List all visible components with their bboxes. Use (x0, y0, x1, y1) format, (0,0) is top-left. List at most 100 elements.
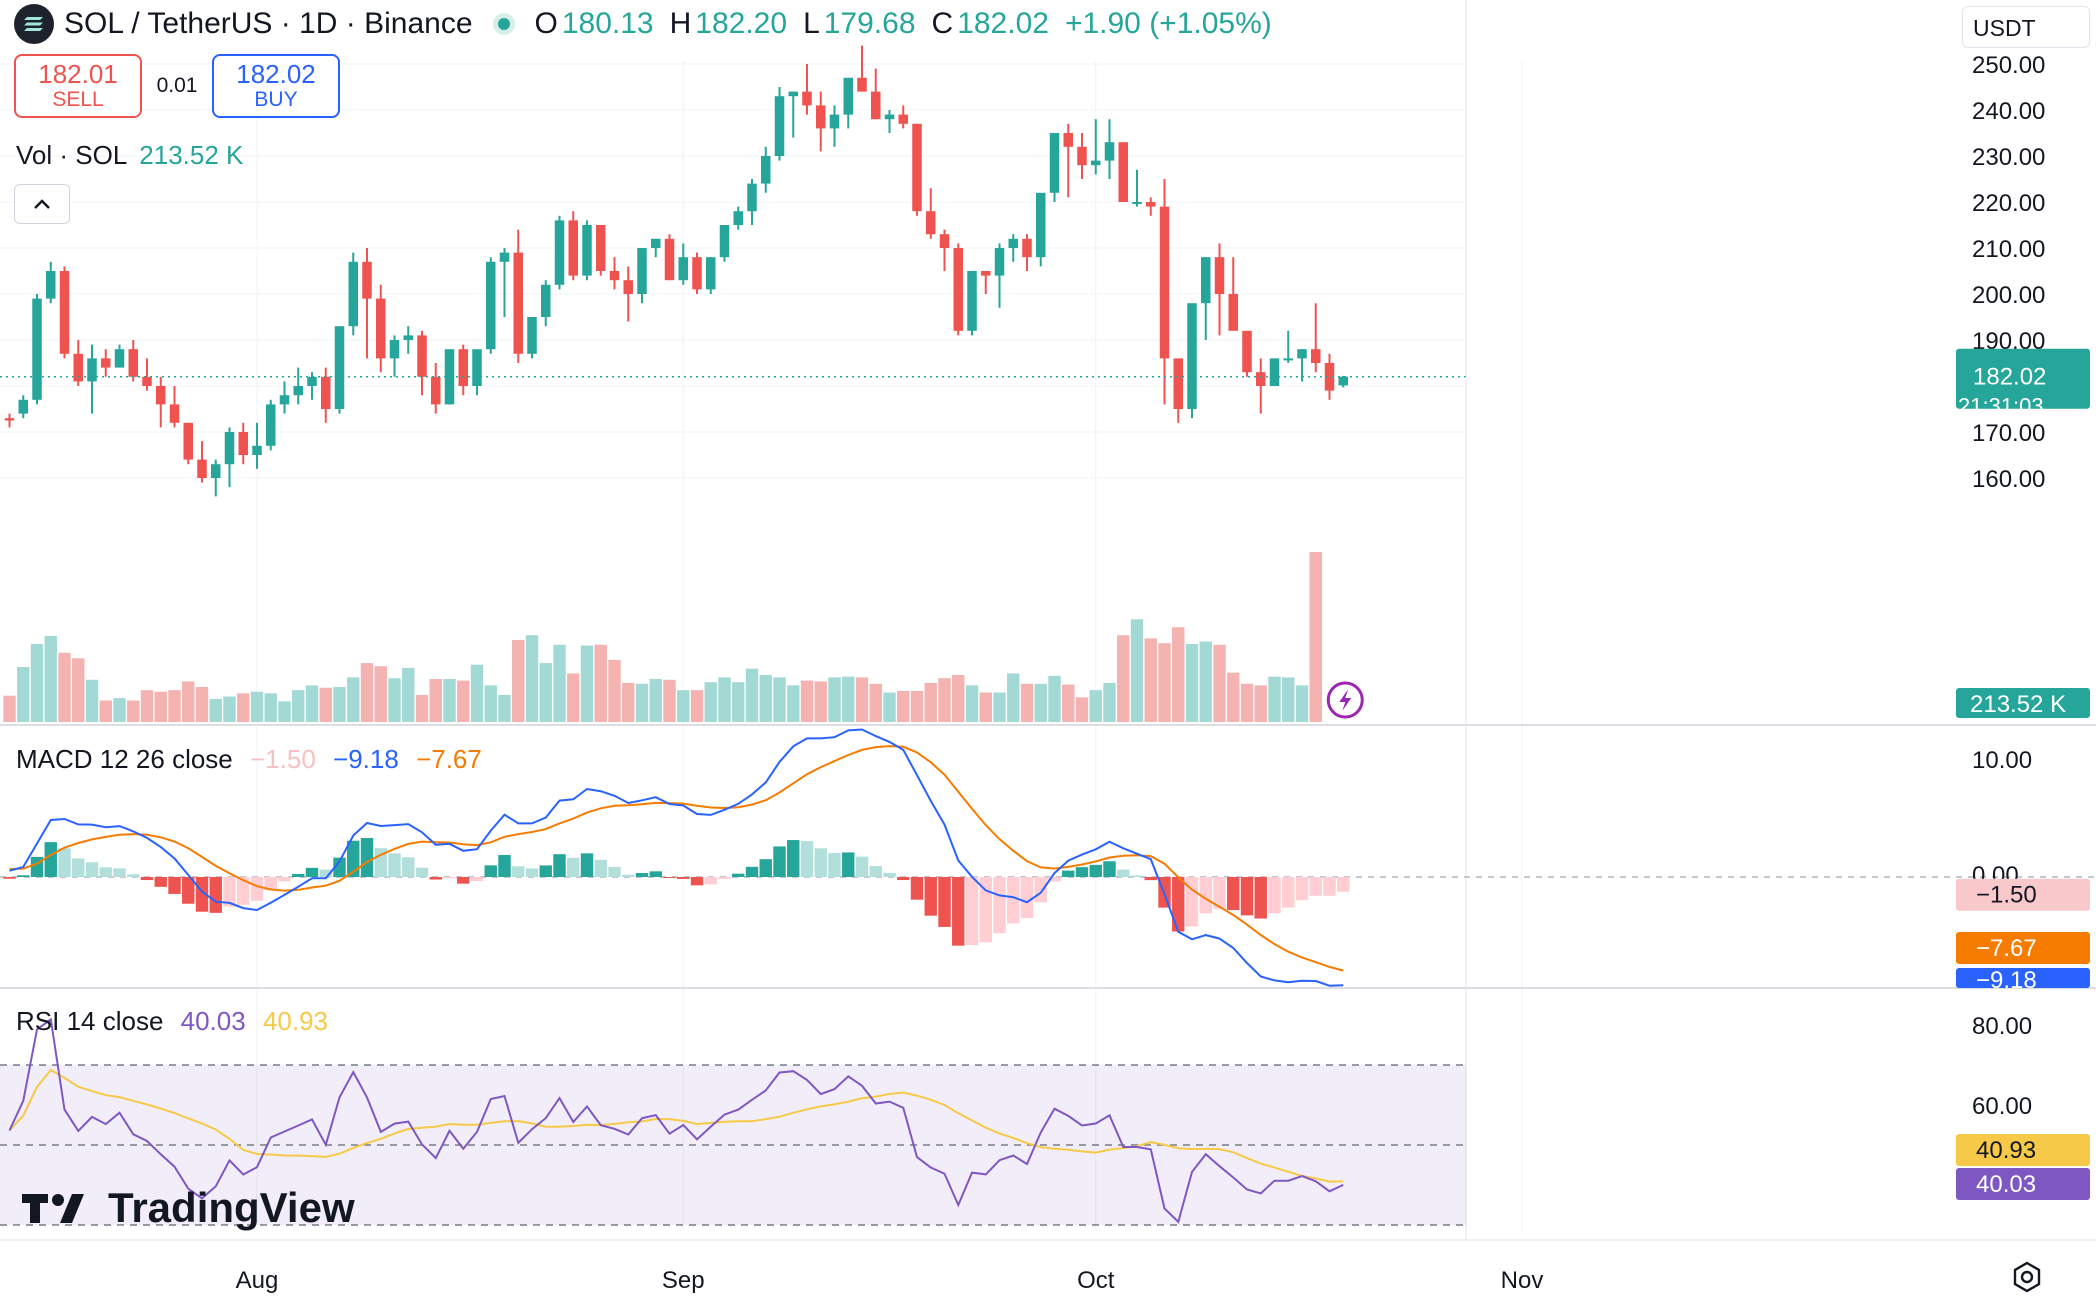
macd-hist-bar (883, 872, 896, 877)
volume-bar (1172, 627, 1185, 722)
macd-hist-bar (250, 877, 264, 901)
candle-body (114, 349, 125, 368)
candle-body (1008, 238, 1018, 248)
buy-button[interactable]: 182.02 BUY (212, 54, 340, 118)
macd-hist-bar (1144, 877, 1157, 881)
volume-bar (553, 644, 566, 722)
macd-signal-value: −7.67 (416, 744, 482, 774)
candle-body (733, 211, 743, 225)
sell-price: 182.01 (38, 59, 118, 89)
currency-selector[interactable]: USDT (1962, 6, 2090, 48)
candle-body (967, 271, 977, 331)
sell-button[interactable]: 182.01 SELL (14, 54, 142, 118)
chart-settings-icon[interactable] (2010, 1260, 2044, 1294)
buy-label: BUY (254, 88, 298, 111)
macd-hist-bar (237, 877, 250, 905)
lightning-bolt-icon (1339, 689, 1352, 711)
volume-bar (924, 682, 937, 722)
volume-bar (759, 675, 772, 722)
macd-hist-bar (842, 852, 855, 877)
volume-bar (842, 676, 855, 722)
candle-body (1104, 142, 1115, 161)
candle-body (912, 123, 922, 212)
volume-bar (1309, 552, 1322, 722)
volume-bar (993, 692, 1006, 722)
tradingview-logo[interactable]: TradingView (20, 1184, 355, 1232)
macd-hist-bar (1240, 877, 1254, 916)
candle-body (156, 386, 166, 405)
candle-body (884, 114, 895, 120)
candle-body (596, 225, 606, 271)
low-label: L (803, 7, 820, 40)
volume-bar (512, 639, 525, 722)
volume-bar (608, 659, 621, 722)
macd-hist-bar (745, 866, 759, 877)
candle-body (1324, 363, 1335, 391)
macd-signal-badge (1956, 932, 2090, 964)
volume-bar (663, 679, 676, 722)
macd-hist-bar (608, 866, 621, 877)
macd-hist-bar (1075, 867, 1089, 877)
volume-bar (360, 663, 374, 722)
volume-bar (1199, 641, 1212, 722)
candle-body (1049, 133, 1060, 193)
macd-hist-bar (347, 840, 360, 877)
macd-hist-bar (718, 877, 731, 879)
volume-legend-label: Vol · SOL (16, 140, 128, 170)
candle-body (1187, 303, 1197, 409)
rsi-ma-badge (1956, 1134, 2090, 1166)
candle-body (1283, 358, 1293, 361)
volume-bar (470, 664, 484, 722)
macd-hist-bar (223, 877, 236, 907)
symbol-title[interactable]: SOL / TetherUS · 1D · Binance (64, 7, 473, 40)
volume-bar (732, 682, 745, 722)
volume-bar (182, 681, 195, 722)
time-axis-label: Oct (1077, 1267, 1115, 1294)
macd-hist-bar (635, 873, 649, 877)
macd-hist-bar (484, 865, 497, 877)
rsi-tick-label: 80.00 (1972, 1013, 2032, 1040)
macd-hist-bar (759, 859, 772, 877)
volume-bar (1062, 684, 1075, 722)
macd-hist-bar (333, 857, 346, 877)
candle-body (211, 464, 221, 478)
macd-signal-line (9, 745, 1344, 972)
macd-hist-bar (1048, 877, 1061, 882)
macd-hist-bar (1034, 877, 1047, 903)
low-value: 179.68 (823, 7, 916, 40)
candle-body (582, 225, 592, 276)
macd-hist-bar (154, 877, 167, 887)
volume-bar (1144, 638, 1157, 722)
candle-body (1063, 133, 1073, 147)
volume-bar (415, 694, 429, 722)
macd-legend-label: MACD 12 26 close (16, 744, 233, 774)
candle-body (1256, 372, 1266, 386)
volume-bar (333, 686, 346, 722)
macd-hist-bar (1007, 877, 1020, 924)
macd-hist-bar (292, 873, 305, 877)
macd-line-badge (1956, 968, 2090, 988)
candle-body (376, 298, 386, 359)
volume-bar (828, 677, 841, 722)
volume-bar (1268, 676, 1281, 722)
volume-bar (690, 690, 704, 722)
macd-hist-bar (567, 857, 580, 877)
candle-body (499, 252, 510, 262)
collapse-legend-button[interactable] (14, 184, 70, 224)
volume-bar (347, 677, 360, 722)
macd-tick-label: 10.00 (1972, 747, 2032, 774)
volume-bar (209, 698, 222, 722)
spread-value: 0.01 (156, 74, 198, 97)
change-value: +1.90 (+1.05%) (1064, 7, 1272, 40)
candle-body (857, 77, 867, 92)
volume-bar (1117, 635, 1130, 722)
rsi-tick-label: 60.00 (1972, 1093, 2032, 1120)
candle-body (554, 220, 565, 285)
macd-hist-bar (1254, 877, 1267, 919)
macd-hist-bar (897, 877, 910, 881)
candle-body (417, 335, 427, 377)
macd-hist-bar (787, 840, 800, 877)
candle-body (389, 340, 400, 359)
macd-hist-bar (773, 846, 786, 877)
